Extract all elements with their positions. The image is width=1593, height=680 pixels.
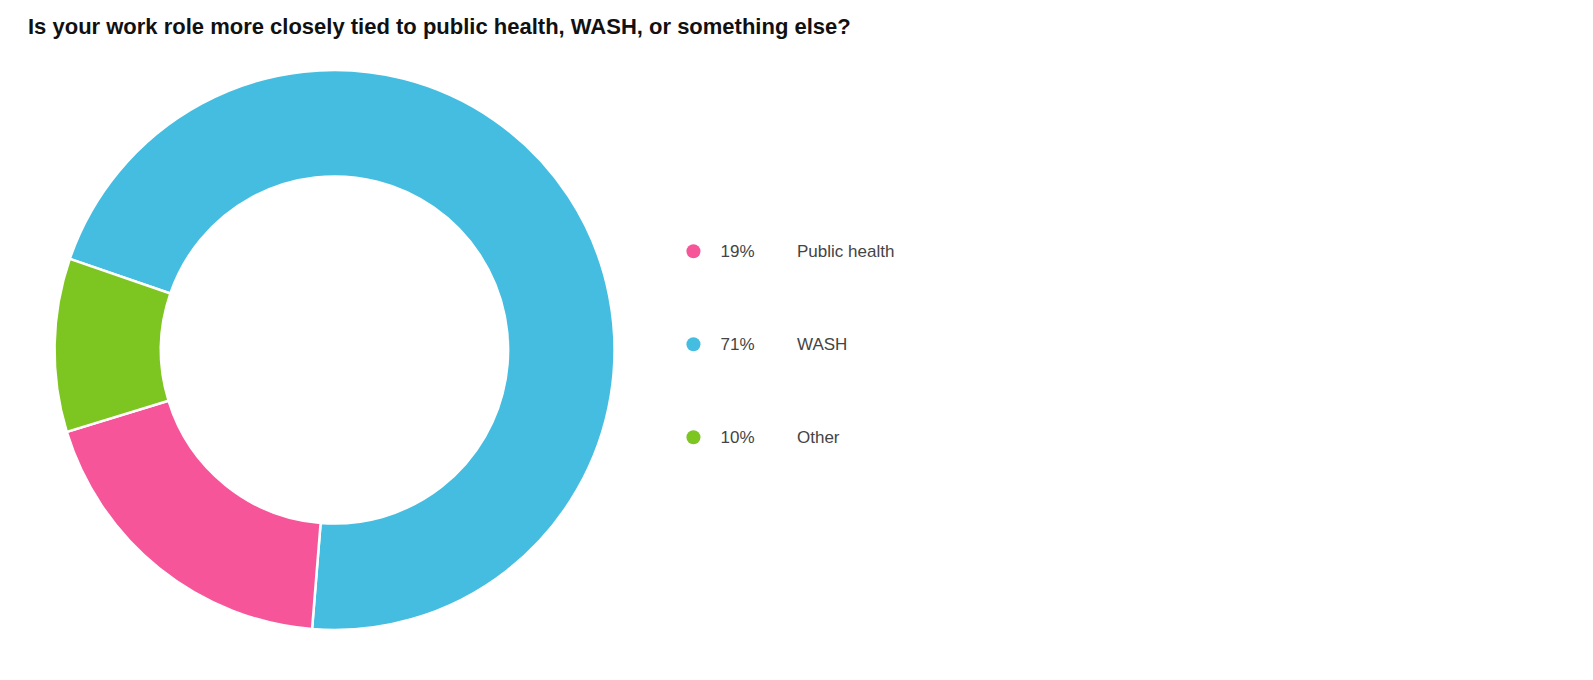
svg-text:19%: 19% bbox=[721, 242, 755, 261]
html-text:Is your work role more closely: Is your work role more closely tied to p… bbox=[28, 14, 851, 39]
svg-text:WASH: WASH bbox=[797, 335, 847, 354]
svg-text:10%: 10% bbox=[721, 428, 755, 447]
svg-text:71%: 71% bbox=[721, 335, 755, 354]
svg-text:Other: Other bbox=[797, 428, 840, 447]
svg-text:Public health: Public health bbox=[797, 242, 894, 261]
